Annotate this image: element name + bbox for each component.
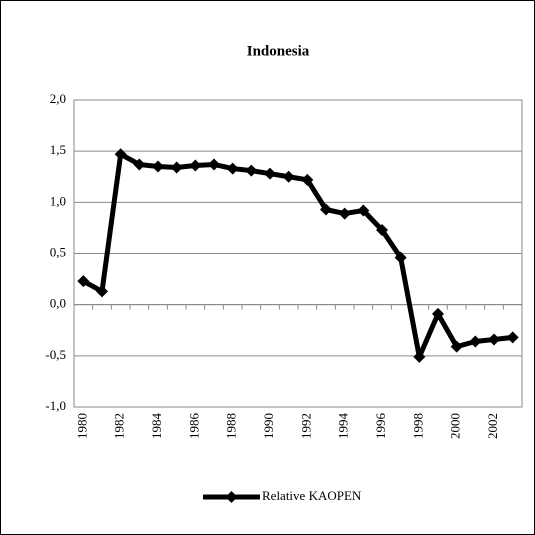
data-marker [338, 207, 351, 220]
data-marker [450, 340, 463, 353]
data-marker [413, 350, 426, 363]
x-tick-label: 2000 [448, 413, 463, 439]
data-marker [114, 148, 127, 161]
x-tick-label: 1994 [336, 413, 351, 440]
data-marker [170, 161, 183, 174]
data-marker [152, 160, 164, 173]
x-tick-label: 1980 [74, 413, 89, 439]
x-tick-label: 1988 [224, 413, 239, 439]
x-tick-label: 1992 [298, 413, 313, 439]
data-marker [77, 275, 90, 288]
data-marker [432, 307, 444, 320]
data-marker [357, 204, 370, 217]
y-tick-label: 0,0 [50, 296, 66, 311]
x-tick-label: 1986 [186, 413, 201, 440]
y-tick-label: 0,5 [50, 244, 66, 259]
x-tick-label: 1990 [261, 413, 276, 439]
y-tick-label: 1,0 [50, 193, 66, 208]
data-marker [301, 173, 314, 186]
data-marker [394, 251, 407, 264]
data-marker [376, 223, 388, 236]
data-marker [208, 158, 220, 171]
data-marker [506, 331, 519, 344]
data-marker [264, 167, 276, 180]
y-tick-label: 1,5 [50, 142, 66, 157]
x-tick-label: 1998 [410, 413, 425, 439]
legend-label: Relative KAOPEN [262, 488, 362, 503]
data-marker [469, 335, 482, 348]
data-marker [189, 159, 202, 172]
x-tick-label: 1982 [112, 413, 127, 439]
data-marker [96, 285, 108, 298]
data-marker [320, 203, 332, 216]
data-marker [282, 170, 295, 183]
chart-title: Indonesia [247, 43, 310, 59]
y-tick-label: -0,5 [45, 347, 66, 362]
legend-marker [225, 491, 238, 503]
data-marker [245, 164, 258, 177]
x-tick-label: 1996 [373, 413, 388, 440]
y-tick-label: 2,0 [50, 91, 66, 106]
data-marker [488, 333, 500, 346]
x-tick-label: 2002 [485, 413, 500, 439]
data-marker [226, 162, 239, 175]
y-tick-label: -1,0 [45, 398, 66, 413]
data-marker [133, 158, 146, 171]
x-tick-label: 1984 [149, 413, 164, 440]
